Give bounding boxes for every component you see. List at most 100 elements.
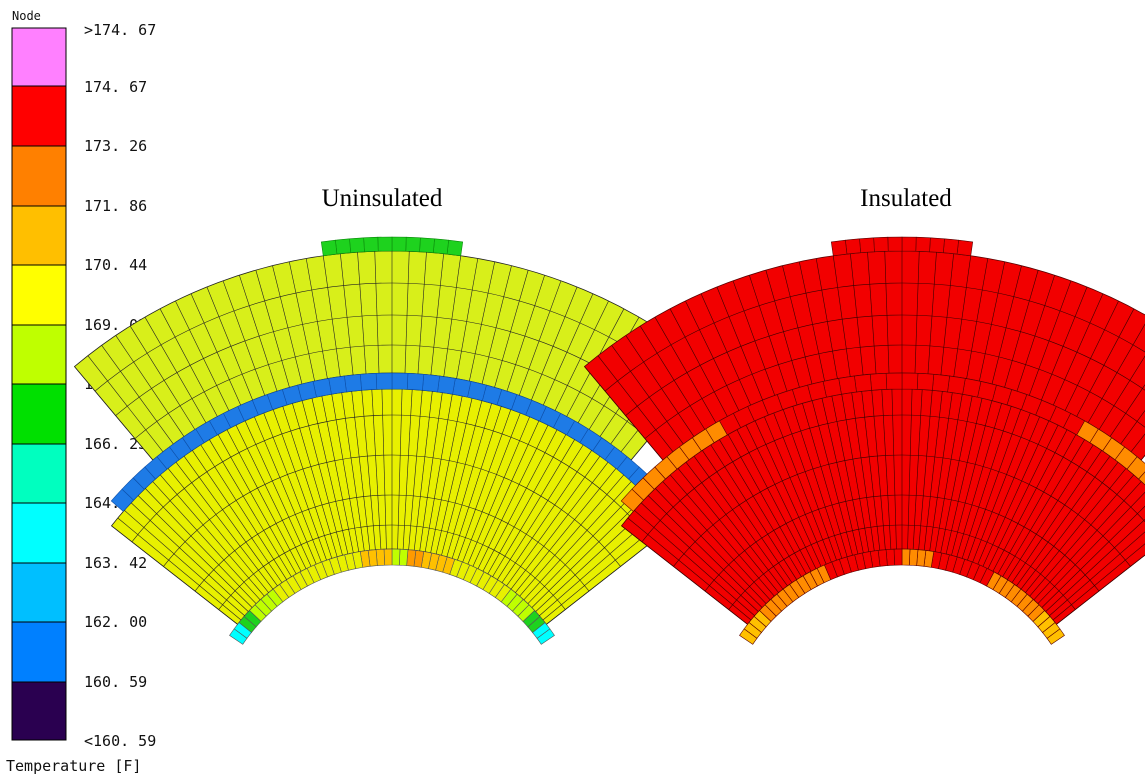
mesh-line	[531, 495, 647, 608]
mesh-line	[685, 461, 784, 590]
legend-swatch-2	[11, 145, 67, 207]
mesh-line	[961, 406, 1012, 559]
mesh-line	[74, 366, 154, 461]
legend-label-11: 160. 59	[84, 673, 147, 691]
mesh-line	[765, 270, 800, 388]
mesh-line	[487, 434, 567, 575]
legend-label-bottom: <160. 59	[84, 732, 156, 750]
mesh-line	[340, 253, 354, 376]
mesh-line	[254, 416, 317, 565]
mesh-line	[192, 450, 283, 583]
mesh-line	[654, 317, 717, 423]
band-cell	[869, 373, 888, 391]
mesh-line	[101, 345, 174, 445]
mesh-line	[982, 420, 1050, 567]
mesh-line	[639, 325, 706, 430]
mesh-line	[1098, 355, 1145, 430]
legend-label-4: 170. 44	[84, 256, 147, 274]
mesh-line	[851, 392, 875, 552]
mesh-line	[891, 389, 897, 550]
mesh-line	[1045, 518, 1145, 612]
blue-band-cell	[375, 372, 393, 390]
mesh-line	[700, 293, 751, 406]
mesh-line	[175, 461, 274, 590]
rim-cell	[399, 548, 409, 566]
mesh-line	[441, 400, 483, 556]
rim-cell	[739, 628, 758, 645]
rim-cell	[229, 628, 248, 645]
mesh-line	[881, 389, 892, 550]
mesh-line	[554, 300, 609, 411]
rim-cell	[901, 548, 911, 566]
mesh-line	[331, 394, 360, 552]
mesh-line	[966, 258, 989, 379]
mesh-line	[627, 517, 752, 621]
mesh-line	[467, 416, 530, 565]
mesh-line	[745, 424, 817, 569]
mesh-line	[914, 251, 920, 374]
mesh-line	[1087, 323, 1145, 423]
cap-cell	[405, 236, 421, 253]
legend-swatch-7	[11, 443, 67, 504]
mesh-arc	[673, 454, 1131, 567]
mesh-line	[967, 409, 1022, 561]
mesh-line	[255, 270, 290, 388]
rim-cell	[909, 548, 919, 566]
mesh-line	[501, 450, 592, 583]
mesh-line	[402, 389, 413, 550]
mesh-line	[1052, 543, 1145, 621]
mesh-line	[940, 253, 954, 376]
mesh-line	[710, 444, 797, 580]
mesh-line	[841, 394, 870, 552]
mesh-line	[1016, 455, 1111, 587]
cap-cell	[887, 236, 903, 252]
mesh-line	[272, 409, 327, 561]
mesh-line	[217, 434, 297, 575]
mesh-line	[953, 255, 972, 377]
mesh-line	[419, 392, 443, 552]
mesh-line	[222, 280, 266, 396]
mesh-line	[209, 439, 292, 577]
mesh-line	[272, 265, 303, 385]
mesh-line	[685, 300, 740, 411]
legend-label-10: 162. 00	[84, 613, 147, 631]
mesh-line	[446, 403, 492, 557]
mesh-line	[992, 429, 1068, 572]
mesh-line	[956, 403, 1002, 557]
mesh-line	[634, 510, 755, 616]
mesh-line	[145, 488, 257, 604]
cap-cell	[391, 236, 407, 252]
mesh-line	[282, 406, 333, 559]
band-cell	[854, 374, 872, 393]
cap-cell	[335, 238, 351, 255]
mesh-line	[736, 429, 812, 572]
mesh-line	[1076, 308, 1135, 417]
mesh-line	[206, 286, 253, 401]
uninsulated-contour-plot	[73, 236, 711, 645]
mesh-line	[1109, 384, 1145, 437]
mesh-line	[669, 474, 775, 597]
blue-band-cell	[437, 375, 456, 395]
mesh-line	[815, 258, 838, 379]
mesh-line	[951, 400, 993, 556]
mesh-line	[361, 390, 376, 550]
mesh-line	[456, 258, 479, 379]
blue-band-cell	[328, 375, 347, 395]
cap-cell	[915, 236, 931, 253]
mesh-line	[462, 412, 521, 563]
mesh-line	[404, 251, 410, 374]
mesh-line	[244, 420, 312, 567]
mesh-line	[226, 429, 302, 572]
mesh-line	[137, 495, 253, 608]
mesh-line	[527, 488, 639, 604]
mesh-line	[435, 398, 473, 555]
mesh-line	[417, 252, 427, 374]
legend-swatch-9	[11, 562, 67, 623]
mesh-line	[1041, 286, 1088, 401]
band-cell	[947, 375, 966, 395]
blue-band-cell	[359, 373, 378, 391]
mesh-line	[640, 502, 759, 612]
insulated-contour-plot	[583, 236, 1145, 645]
mesh-line	[647, 495, 763, 608]
mesh-line	[408, 390, 423, 550]
